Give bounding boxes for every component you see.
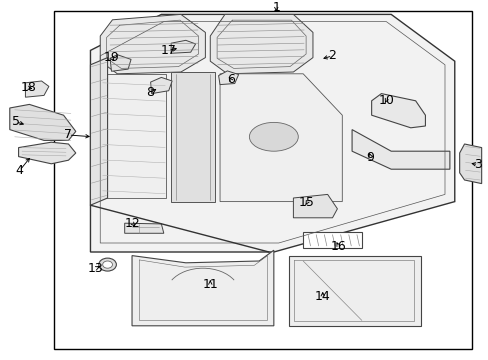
Text: 11: 11 xyxy=(202,278,218,291)
Text: 7: 7 xyxy=(64,129,72,141)
Text: 16: 16 xyxy=(330,240,346,253)
Text: 12: 12 xyxy=(125,217,141,230)
Polygon shape xyxy=(171,40,195,53)
Polygon shape xyxy=(25,81,49,97)
Text: 13: 13 xyxy=(88,262,103,275)
Text: 10: 10 xyxy=(378,94,393,107)
Polygon shape xyxy=(459,144,481,184)
Text: 15: 15 xyxy=(299,196,314,209)
Circle shape xyxy=(102,261,112,268)
Ellipse shape xyxy=(249,122,298,151)
Polygon shape xyxy=(218,71,238,85)
Polygon shape xyxy=(90,14,454,252)
Polygon shape xyxy=(371,94,425,128)
Text: 3: 3 xyxy=(473,158,481,171)
Text: 5: 5 xyxy=(12,115,20,128)
Text: 17: 17 xyxy=(160,44,176,57)
Polygon shape xyxy=(303,232,361,248)
Polygon shape xyxy=(19,142,76,164)
Text: 18: 18 xyxy=(20,81,36,94)
Text: 14: 14 xyxy=(314,291,330,303)
Text: 1: 1 xyxy=(272,1,280,14)
Polygon shape xyxy=(220,74,342,202)
Polygon shape xyxy=(288,256,420,326)
Polygon shape xyxy=(100,74,166,198)
Text: 4: 4 xyxy=(16,164,23,177)
Polygon shape xyxy=(171,72,215,202)
Polygon shape xyxy=(150,77,172,94)
Text: 19: 19 xyxy=(103,51,119,64)
Circle shape xyxy=(99,258,116,271)
Polygon shape xyxy=(90,58,107,205)
Bar xyxy=(54,11,471,349)
Polygon shape xyxy=(124,223,163,233)
Polygon shape xyxy=(10,104,76,140)
Polygon shape xyxy=(293,194,337,218)
Text: 8: 8 xyxy=(146,86,154,99)
Polygon shape xyxy=(100,14,205,74)
Polygon shape xyxy=(110,55,131,71)
Text: 2: 2 xyxy=(328,49,336,62)
Polygon shape xyxy=(210,14,312,74)
Text: 6: 6 xyxy=(226,73,234,86)
Polygon shape xyxy=(351,130,449,169)
Text: 9: 9 xyxy=(366,151,374,164)
Polygon shape xyxy=(132,250,273,326)
